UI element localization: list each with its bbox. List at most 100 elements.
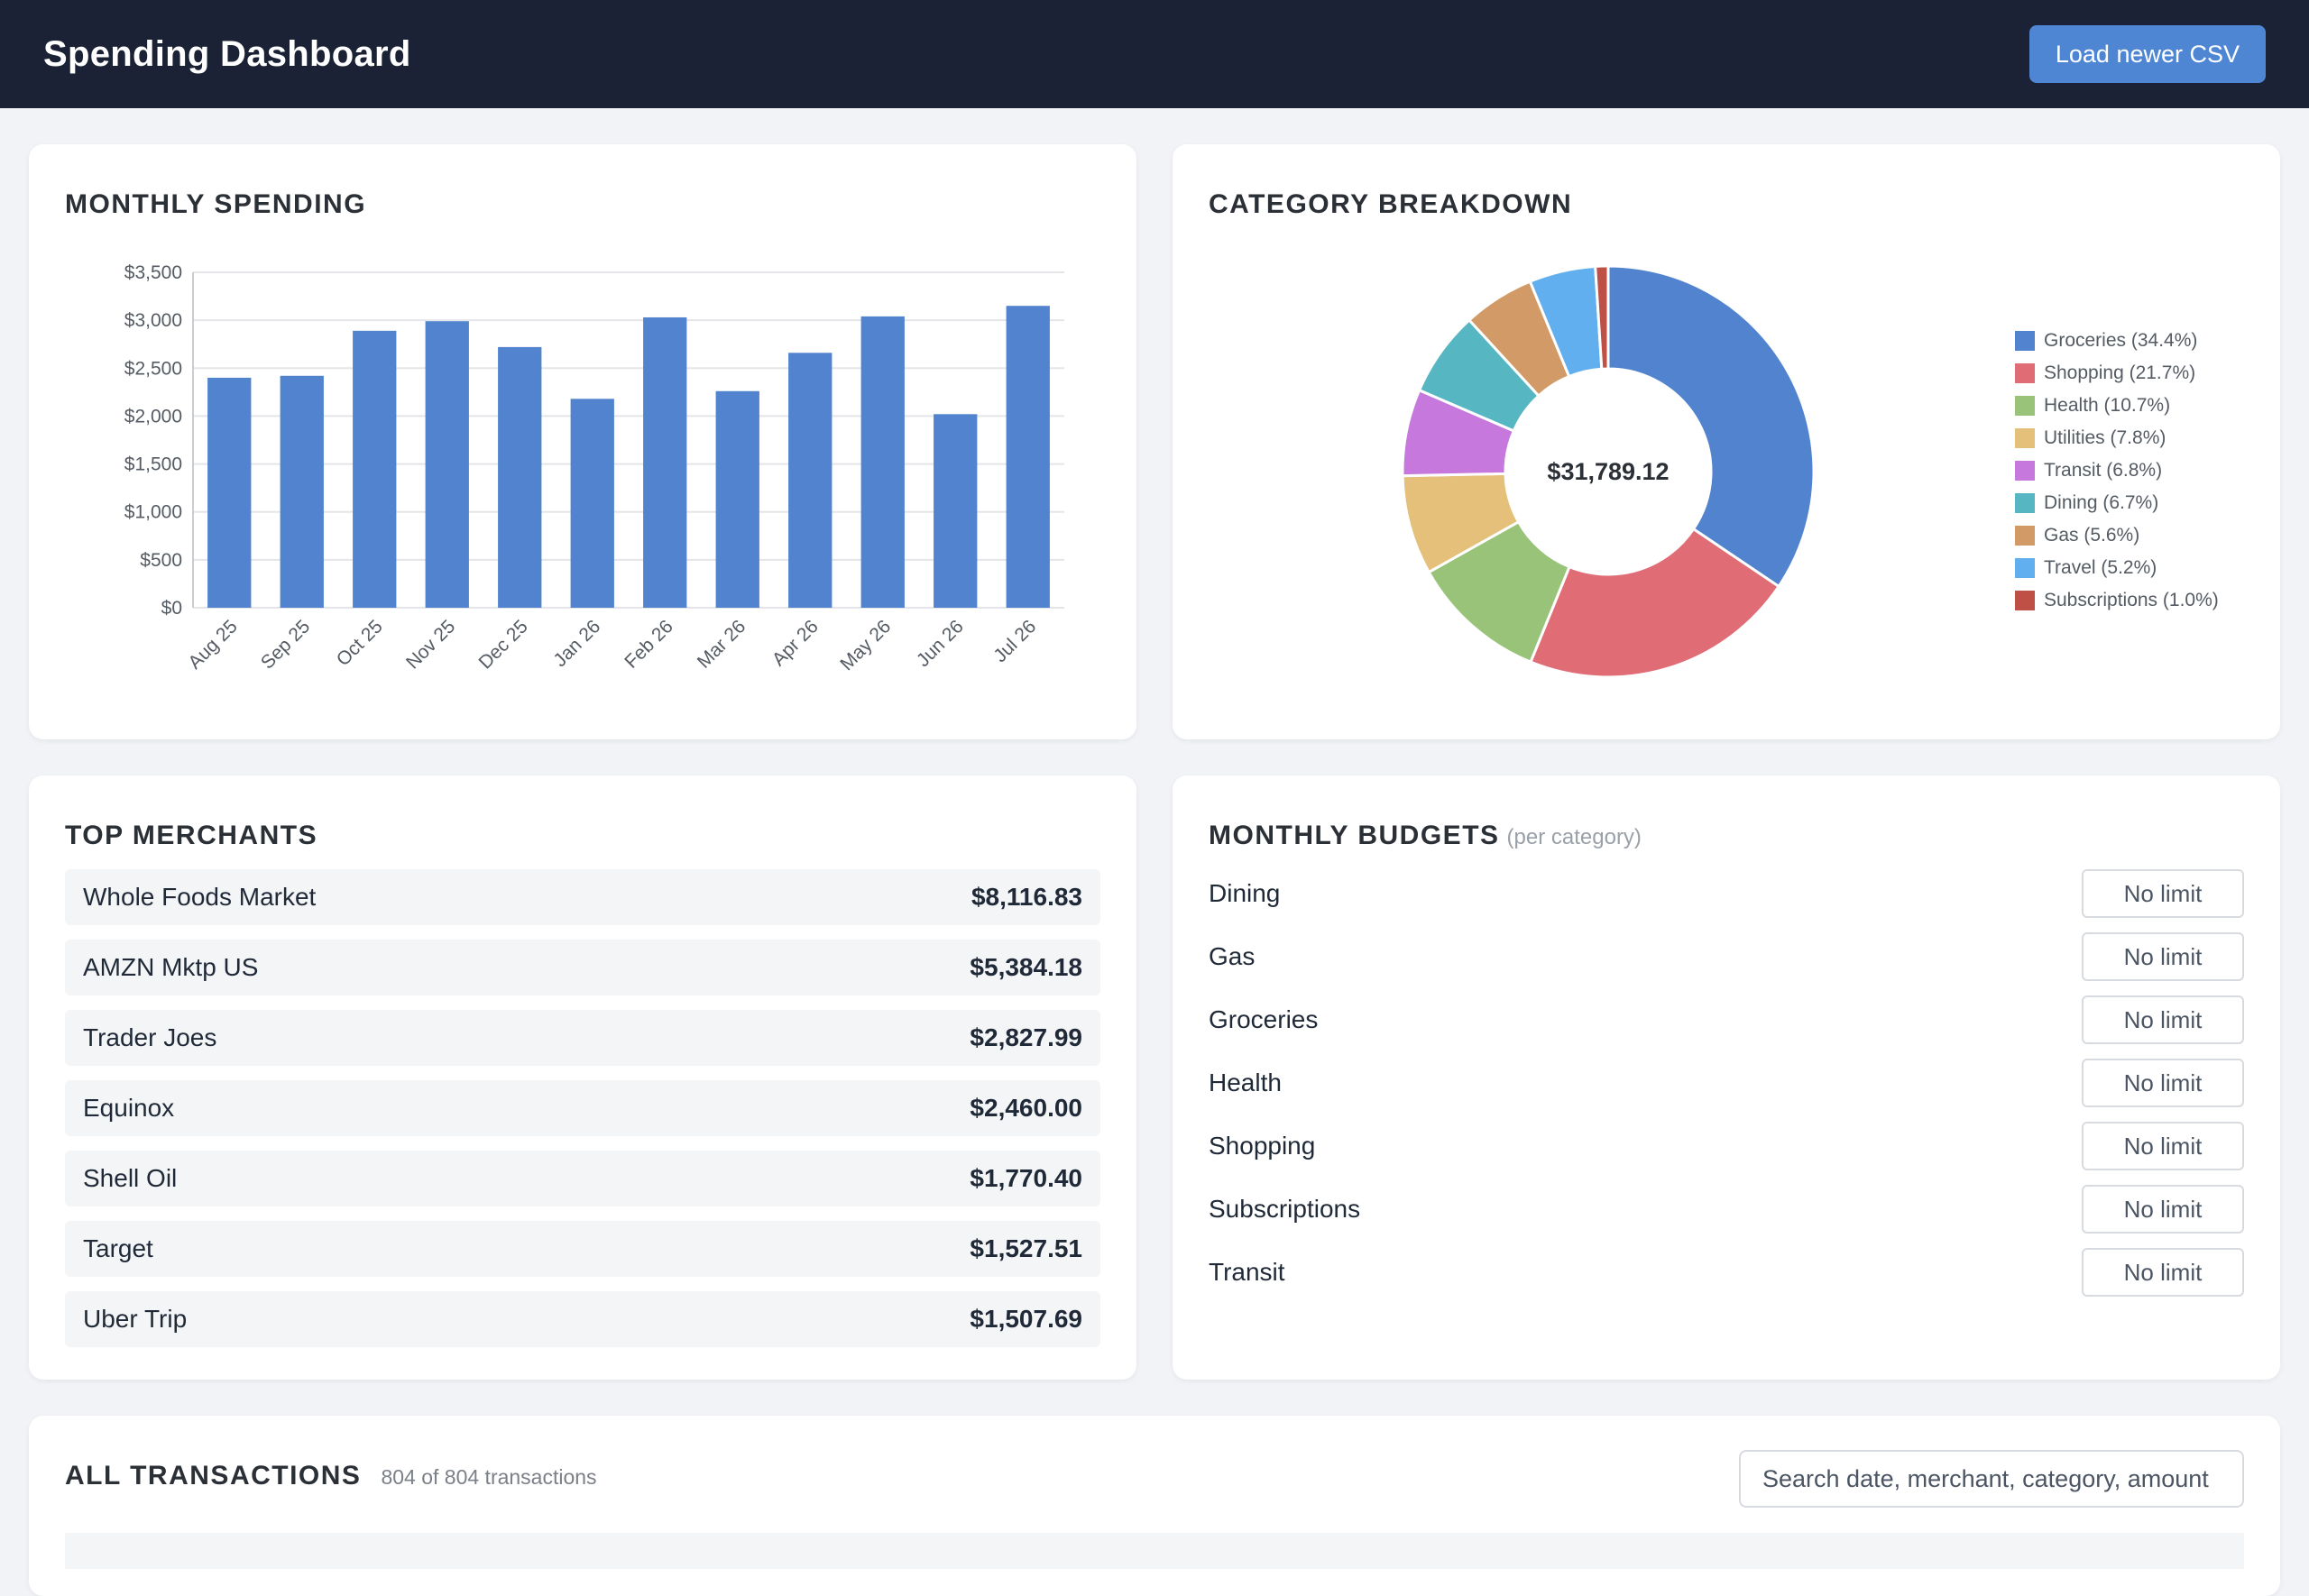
bar[interactable] (934, 414, 978, 608)
legend-item[interactable]: Transit (6.8%) (2015, 454, 2219, 487)
legend-item[interactable]: Groceries (34.4%) (2015, 325, 2219, 357)
bar[interactable] (498, 346, 542, 608)
bar[interactable] (280, 375, 324, 608)
all-transactions-title: ALL TRANSACTIONS 804 of 804 transactions (65, 1461, 597, 1491)
legend-item[interactable]: Travel (5.2%) (2015, 552, 2219, 584)
budget-row-transit: Transit (1209, 1246, 2244, 1298)
budget-input-transit[interactable] (2082, 1248, 2244, 1297)
y-tick-label: $2,500 (124, 358, 182, 379)
category-breakdown-title: CATEGORY BREAKDOWN (1209, 189, 1573, 219)
merchant-amount: $2,827.99 (970, 1023, 1082, 1051)
bar[interactable] (353, 330, 397, 608)
bar[interactable] (860, 316, 905, 608)
y-tick-label: $1,000 (124, 502, 182, 523)
bar[interactable] (1006, 306, 1050, 608)
budget-input-dining[interactable] (2082, 869, 2244, 918)
merchant-amount: $1,527.51 (970, 1234, 1082, 1262)
merchant-amount: $5,384.18 (970, 953, 1082, 981)
legend-swatch (2015, 493, 2035, 513)
merchant-amount: $8,116.83 (971, 883, 1082, 911)
merchant-name: AMZN Mktp US (83, 953, 259, 981)
transaction-search-input[interactable] (1739, 1450, 2244, 1508)
transactions-table-header (65, 1533, 2244, 1569)
merchant-amount: $1,770.40 (970, 1164, 1082, 1192)
y-tick-label: $1,500 (124, 454, 182, 475)
x-tick-label: Sep 25 (257, 616, 314, 673)
merchant-name: Equinox (83, 1094, 175, 1122)
all-transactions-card: ALL TRANSACTIONS 804 of 804 transactions (29, 1416, 2280, 1596)
budget-input-gas[interactable] (2082, 932, 2244, 981)
budget-row-gas: Gas (1209, 931, 2244, 983)
merchant-row: AMZN Mktp US $5,384.18 (65, 940, 1100, 995)
load-csv-button[interactable]: Load newer CSV (2028, 25, 2266, 83)
merchant-list: Whole Foods Market $8,116.83 AMZN Mktp U… (65, 869, 1100, 1362)
top-bar: Spending Dashboard Load newer CSV (0, 0, 2309, 108)
budget-row-subscriptions: Subscriptions (1209, 1183, 2244, 1235)
x-tick-label: Jan 26 (549, 616, 604, 671)
bar[interactable] (643, 316, 687, 608)
top-merchants-title: TOP MERCHANTS (65, 821, 318, 850)
legend-item[interactable]: Health (10.7%) (2015, 390, 2219, 422)
legend-label: Gas (5.6%) (2044, 525, 2140, 546)
y-tick-label: $3,500 (124, 262, 182, 283)
legend-swatch (2015, 591, 2035, 610)
bar[interactable] (425, 321, 469, 608)
budget-input-shopping[interactable] (2082, 1122, 2244, 1170)
budget-category-label: Dining (1209, 879, 1281, 907)
legend-swatch (2015, 396, 2035, 416)
merchant-row: Trader Joes $2,827.99 (65, 1010, 1100, 1066)
merchant-row: Target $1,527.51 (65, 1221, 1100, 1277)
legend-swatch (2015, 558, 2035, 578)
y-tick-label: $0 (161, 598, 182, 619)
merchant-name: Shell Oil (83, 1164, 178, 1192)
bar[interactable] (570, 399, 614, 608)
bar[interactable] (788, 353, 833, 608)
legend-item[interactable]: Utilities (7.8%) (2015, 422, 2219, 454)
budget-category-label: Health (1209, 1069, 1282, 1096)
merchant-amount: $1,507.69 (970, 1305, 1082, 1333)
donut-slice[interactable] (1606, 264, 1816, 589)
merchant-name: Uber Trip (83, 1305, 188, 1333)
legend-label: Dining (6.7%) (2044, 492, 2159, 513)
budget-input-subscriptions[interactable] (2082, 1185, 2244, 1234)
budget-category-label: Groceries (1209, 1005, 1319, 1033)
donut-center-total: $31,789.12 (1547, 458, 1669, 485)
legend-item[interactable]: Subscriptions (1.0%) (2015, 584, 2219, 617)
monthly-spending-card: MONTHLY SPENDING $0 $500 $1,000 $1,500 $2,00… (29, 144, 1136, 739)
x-tick-label: Aug 25 (184, 616, 241, 673)
budget-row-shopping: Shopping (1209, 1120, 2244, 1172)
merchant-name: Target (83, 1234, 153, 1262)
x-tick-label: Dec 25 (474, 616, 531, 673)
legend-item[interactable]: Shopping (21.7%) (2015, 357, 2219, 390)
legend-label: Travel (5.2%) (2044, 557, 2157, 578)
donut-slice[interactable] (1529, 527, 1781, 679)
all-transactions-heading: ALL TRANSACTIONS (65, 1461, 362, 1491)
legend-label: Groceries (34.4%) (2044, 330, 2198, 351)
merchant-row: Uber Trip $1,507.69 (65, 1291, 1100, 1347)
legend-item[interactable]: Dining (6.7%) (2015, 487, 2219, 519)
legend-label: Subscriptions (1.0%) (2044, 590, 2219, 610)
merchant-amount: $2,460.00 (970, 1094, 1082, 1122)
merchant-name: Whole Foods Market (83, 883, 317, 911)
budget-category-label: Subscriptions (1209, 1195, 1361, 1223)
monthly-budgets-title: MONTHLY BUDGETS (per category) (1209, 821, 1642, 851)
category-breakdown-card: CATEGORY BREAKDOWN $31,789.12 Groceries … (1173, 144, 2280, 739)
donut-slice[interactable] (1594, 264, 1610, 371)
x-tick-label: Jun 26 (913, 616, 968, 671)
category-donut-chart: $31,789.12 (1401, 264, 1816, 679)
x-tick-label: Feb 26 (621, 616, 677, 673)
legend-label: Shopping (21.7%) (2044, 362, 2196, 383)
category-legend: Groceries (34.4%) Shopping (21.7%) Health … (2015, 325, 2219, 617)
legend-swatch (2015, 526, 2035, 546)
budget-input-groceries[interactable] (2082, 995, 2244, 1044)
x-tick-label: Mar 26 (694, 616, 750, 672)
budget-list: Dining Gas Groceries Health Shopping Sub… (1209, 867, 2244, 1309)
budget-input-health[interactable] (2082, 1059, 2244, 1107)
legend-swatch (2015, 428, 2035, 448)
monthly-spending-chart: $0 $500 $1,000 $1,500 $2,000 $2,500 $3,000 $3,5… (124, 262, 1064, 674)
bar[interactable] (207, 377, 252, 608)
legend-label: Health (10.7%) (2044, 395, 2171, 416)
legend-item[interactable]: Gas (5.6%) (2015, 519, 2219, 552)
bar[interactable] (715, 390, 759, 608)
merchant-row: Whole Foods Market $8,116.83 (65, 869, 1100, 925)
